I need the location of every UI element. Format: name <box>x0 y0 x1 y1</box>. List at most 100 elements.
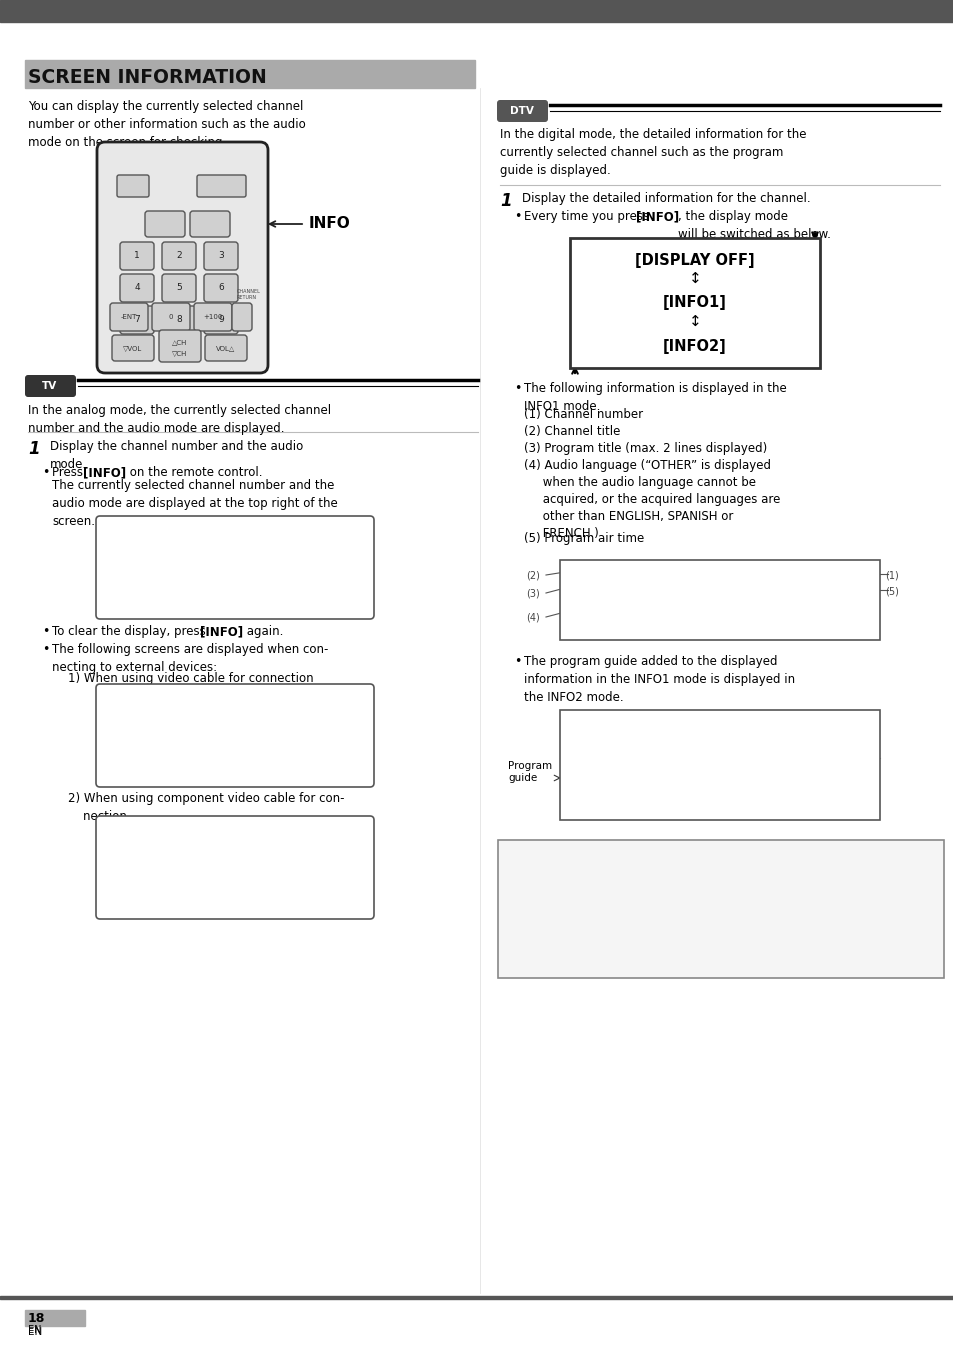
Text: (4) Audio language (“OTHER” is displayed
     when the audio language cannot be
: (4) Audio language (“OTHER” is displayed… <box>523 460 780 541</box>
Text: Display the channel number and the audio
mode.: Display the channel number and the audio… <box>50 439 303 470</box>
FancyBboxPatch shape <box>204 306 237 334</box>
Text: 4: 4 <box>134 283 140 293</box>
Text: 7: 7 <box>134 315 140 325</box>
Bar <box>569 239 820 368</box>
Text: [DISPLAY OFF]: [DISPLAY OFF] <box>635 252 754 267</box>
Text: 18: 18 <box>28 1313 48 1326</box>
Text: (3): (3) <box>525 588 539 599</box>
FancyBboxPatch shape <box>159 330 201 363</box>
Text: Every time you press: Every time you press <box>523 210 652 222</box>
Text: (2): (2) <box>525 570 539 580</box>
Text: (5) Program air time: (5) Program air time <box>523 532 643 545</box>
Text: AUDIO: AUDIO <box>156 205 173 210</box>
FancyBboxPatch shape <box>162 306 195 334</box>
Text: CHANNEL
RETURN: CHANNEL RETURN <box>236 290 260 301</box>
FancyBboxPatch shape <box>96 683 374 787</box>
Text: •: • <box>514 210 521 222</box>
Bar <box>0 0 953 22</box>
FancyBboxPatch shape <box>96 816 374 919</box>
Text: again.: again. <box>243 625 283 638</box>
Text: In the analog mode, the currently selected channel
number and the audio mode are: In the analog mode, the currently select… <box>28 404 331 435</box>
FancyBboxPatch shape <box>97 142 268 373</box>
FancyBboxPatch shape <box>232 303 252 332</box>
Text: Program
guide: Program guide <box>507 760 552 783</box>
FancyBboxPatch shape <box>152 303 190 332</box>
Text: NOTES:: NOTES: <box>507 851 557 863</box>
Text: • While the information is displayed in the INFO2 mode, the
CLOSED CAPTION funct: • While the information is displayed in … <box>513 931 796 953</box>
Text: TV: TV <box>42 381 57 391</box>
Text: Display the detailed information for the channel.: Display the detailed information for the… <box>521 191 810 205</box>
Text: •: • <box>42 466 50 479</box>
Text: VIDEO 2: VIDEO 2 <box>319 700 359 710</box>
Text: [INFO]: [INFO] <box>83 466 126 479</box>
Text: [INFO]: [INFO] <box>200 625 243 638</box>
Bar <box>25 61 475 88</box>
FancyBboxPatch shape <box>120 306 153 334</box>
Text: ▽CH: ▽CH <box>172 350 188 356</box>
Text: [INFO2]: [INFO2] <box>662 338 726 353</box>
FancyBboxPatch shape <box>162 243 195 270</box>
FancyBboxPatch shape <box>96 516 374 619</box>
Text: •: • <box>514 381 521 395</box>
Text: ▽VOL: ▽VOL <box>123 345 143 350</box>
Text: INFO: INFO <box>203 205 216 210</box>
Text: , the display mode
will be switched as below.: , the display mode will be switched as b… <box>678 210 830 241</box>
Text: (1) Channel number: (1) Channel number <box>523 408 642 421</box>
Text: CH 10
STEREO: CH 10 STEREO <box>321 532 359 555</box>
Text: 11:00AM-1:00PM: 11:00AM-1:00PM <box>789 584 860 593</box>
Text: 1: 1 <box>134 252 140 260</box>
Text: •: • <box>42 643 50 656</box>
Bar <box>0 1295 953 1299</box>
FancyBboxPatch shape <box>112 336 153 361</box>
Text: The currently selected channel number and the
audio mode are displayed at the to: The currently selected channel number an… <box>52 479 337 528</box>
Text: In the digital mode, the detailed information for the
currently selected channel: In the digital mode, the detailed inform… <box>499 128 805 177</box>
FancyBboxPatch shape <box>25 375 76 398</box>
FancyBboxPatch shape <box>162 274 195 302</box>
FancyBboxPatch shape <box>120 274 153 302</box>
Text: •: • <box>42 625 50 638</box>
Text: We bring you the latest information
from around the world as quickly as
possible: We bring you the latest information from… <box>567 762 719 793</box>
Bar <box>559 559 879 640</box>
FancyBboxPatch shape <box>117 175 149 197</box>
Text: 18: 18 <box>28 1312 46 1325</box>
Text: AB WORLD: AB WORLD <box>567 584 617 593</box>
Text: • “No description provided” is displayed when the program
guide is not provided.: • “No description provided” is displayed… <box>513 900 794 921</box>
Text: 11:00AM-1:00PM: 11:00AM-1:00PM <box>780 732 850 741</box>
Text: 1) When using video cable for connection: 1) When using video cable for connection <box>68 673 314 685</box>
Text: CH 95-03: CH 95-03 <box>814 718 856 727</box>
Text: POWER: POWER <box>120 168 140 173</box>
Text: +100: +100 <box>203 314 222 319</box>
Text: Press: Press <box>52 466 87 479</box>
Text: 2) When using component video cable for con-
    nection: 2) When using component video cable for … <box>68 793 344 824</box>
Text: △CH: △CH <box>172 338 188 345</box>
FancyBboxPatch shape <box>196 175 246 197</box>
Text: 9: 9 <box>218 315 224 325</box>
Text: ↕: ↕ <box>688 271 700 286</box>
FancyBboxPatch shape <box>497 100 547 123</box>
Text: (4): (4) <box>525 612 539 621</box>
FancyBboxPatch shape <box>145 212 185 237</box>
Text: EN: EN <box>28 1325 42 1335</box>
Text: 8: 8 <box>176 315 182 325</box>
Text: SCREEN INFORMATION: SCREEN INFORMATION <box>28 67 267 88</box>
FancyBboxPatch shape <box>193 303 232 332</box>
Text: on the remote control.: on the remote control. <box>126 466 262 479</box>
Text: VOL△: VOL△ <box>216 345 235 350</box>
Text: [INFO]: [INFO] <box>636 210 679 222</box>
Bar <box>25 1310 85 1326</box>
Text: DTV  TV: DTV TV <box>200 168 221 173</box>
Text: COMPONENT: COMPONENT <box>296 832 359 842</box>
Text: • When the program guide is displayed in more than 6 lines,
use [VOL △/▽] and sc: • When the program guide is displayed in… <box>513 868 800 888</box>
Text: (2) Channel title: (2) Channel title <box>523 425 619 438</box>
Text: 5: 5 <box>176 283 182 293</box>
Text: The following information is displayed in the
INFO1 mode.: The following information is displayed i… <box>523 381 786 412</box>
Text: EN: EN <box>28 1326 42 1337</box>
FancyBboxPatch shape <box>205 336 247 361</box>
Text: (3) Program title (max. 2 lines displayed): (3) Program title (max. 2 lines displaye… <box>523 442 766 456</box>
Text: English: English <box>567 599 600 607</box>
Text: To clear the display, press: To clear the display, press <box>52 625 210 638</box>
Text: 2: 2 <box>176 252 182 260</box>
Text: The program guide added to the displayed
information in the INFO1 mode is displa: The program guide added to the displayed… <box>523 655 794 704</box>
Text: INFO: INFO <box>309 217 351 232</box>
Text: (5): (5) <box>884 586 898 596</box>
